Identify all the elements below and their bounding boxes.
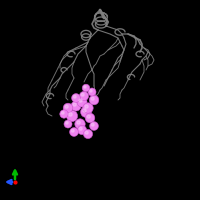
Circle shape (79, 91, 89, 101)
Circle shape (69, 113, 72, 116)
Circle shape (64, 120, 72, 128)
Circle shape (70, 128, 78, 136)
Circle shape (71, 101, 81, 111)
Circle shape (73, 103, 76, 106)
Circle shape (65, 105, 68, 108)
Circle shape (84, 86, 86, 88)
Circle shape (77, 125, 87, 135)
Circle shape (85, 131, 88, 134)
Circle shape (87, 115, 90, 118)
Circle shape (81, 93, 84, 96)
Circle shape (83, 109, 86, 112)
Circle shape (75, 119, 85, 129)
Circle shape (73, 95, 76, 98)
Circle shape (79, 99, 82, 102)
Circle shape (90, 122, 98, 130)
Circle shape (60, 110, 68, 118)
Circle shape (88, 88, 96, 96)
Circle shape (91, 97, 94, 100)
Circle shape (77, 121, 80, 124)
Circle shape (66, 122, 68, 124)
Circle shape (72, 94, 80, 102)
Circle shape (83, 129, 93, 139)
Circle shape (83, 103, 93, 113)
Circle shape (81, 107, 91, 117)
Circle shape (66, 110, 78, 122)
Circle shape (61, 111, 64, 114)
Circle shape (85, 113, 95, 123)
Circle shape (82, 84, 90, 92)
Circle shape (90, 90, 92, 92)
Circle shape (85, 105, 88, 108)
Circle shape (71, 129, 74, 132)
Circle shape (63, 103, 73, 113)
Circle shape (91, 123, 94, 126)
Circle shape (77, 97, 87, 107)
Circle shape (89, 95, 99, 105)
Circle shape (79, 127, 82, 130)
